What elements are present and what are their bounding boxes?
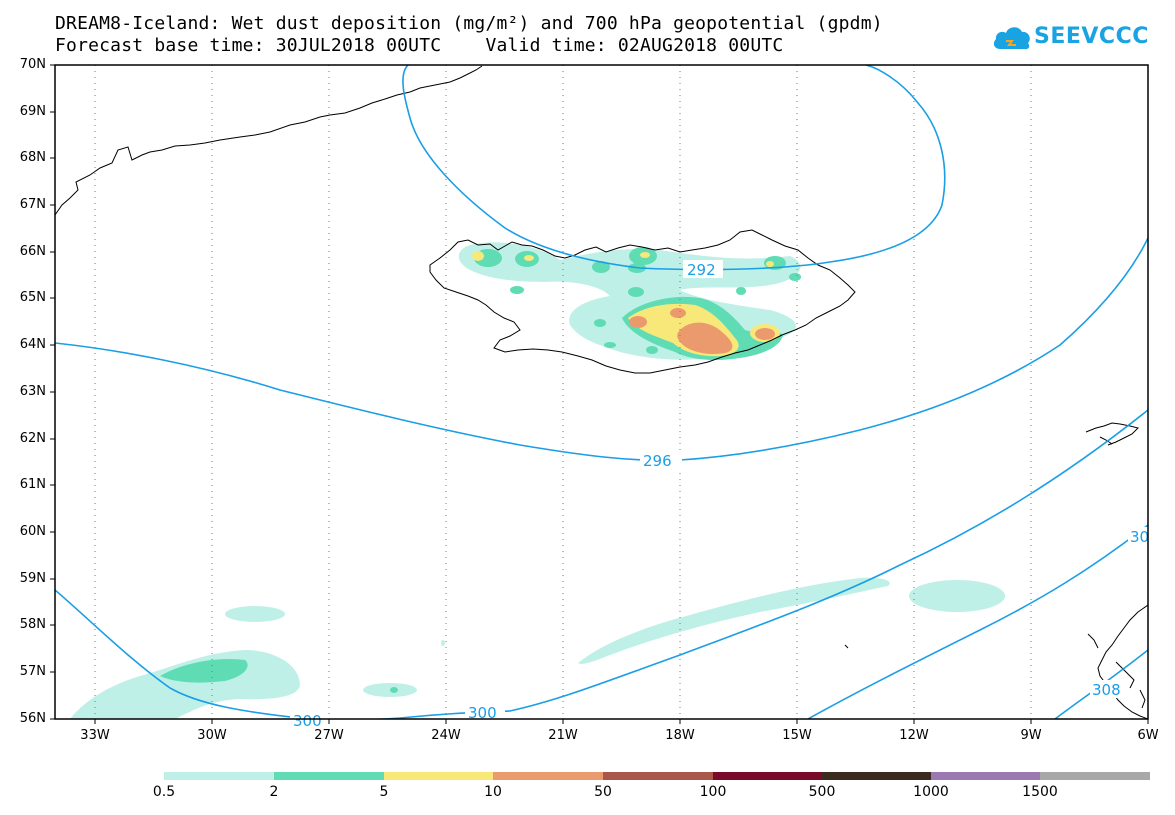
contour-label-292: 292 bbox=[687, 261, 716, 279]
lon-label: 9W bbox=[1020, 728, 1042, 743]
contour-label-300b: 300 bbox=[468, 704, 497, 722]
lon-label: 6W bbox=[1137, 728, 1159, 743]
lon-label: 12W bbox=[899, 728, 929, 743]
contour-labels: 292 296 300 300 30 308 bbox=[290, 260, 1149, 730]
lat-label: 68N bbox=[19, 150, 46, 165]
colorbar-label: 50 bbox=[594, 784, 612, 800]
logo-text: SEEVCCC bbox=[1034, 24, 1149, 49]
colorbar-segment bbox=[603, 772, 713, 780]
axis-ticks bbox=[50, 64, 1149, 724]
contour-label-296: 296 bbox=[643, 452, 672, 470]
lat-label: 66N bbox=[19, 244, 46, 259]
colorbar-label: 10 bbox=[484, 784, 502, 800]
contour-292 bbox=[402, 65, 946, 271]
lat-label: 64N bbox=[19, 337, 46, 352]
lat-label: 65N bbox=[19, 290, 46, 305]
lon-label: 24W bbox=[431, 728, 461, 743]
lat-label: 60N bbox=[19, 524, 46, 539]
contour-label-300a: 300 bbox=[293, 712, 322, 730]
lat-label: 57N bbox=[19, 664, 46, 679]
lat-label: 69N bbox=[19, 104, 46, 119]
seevccc-logo: SEEVCCC bbox=[992, 20, 1152, 56]
coastlines bbox=[55, 65, 1148, 719]
colorbar-label: 2 bbox=[269, 784, 279, 800]
map-title: DREAM8-Iceland: Wet dust deposition (mg/… bbox=[55, 13, 883, 34]
colorbar-label: 500 bbox=[808, 784, 836, 800]
map-frame bbox=[54, 64, 1149, 720]
lat-label: 63N bbox=[19, 384, 46, 399]
colorbar-segment bbox=[1040, 772, 1150, 780]
colorbar-label: 1500 bbox=[1022, 784, 1058, 800]
contour-304 bbox=[807, 524, 1148, 719]
colorbar-segment bbox=[822, 772, 931, 780]
lat-label: 67N bbox=[19, 197, 46, 212]
lon-label: 18W bbox=[665, 728, 695, 743]
lat-label: 58N bbox=[19, 617, 46, 632]
map-subtitle: Forecast base time: 30JUL2018 00UTC Vali… bbox=[55, 35, 784, 56]
colorbar-segment bbox=[931, 772, 1040, 780]
colorbar-segment bbox=[493, 772, 603, 780]
lat-label: 59N bbox=[19, 571, 46, 586]
lon-label: 33W bbox=[80, 728, 110, 743]
lon-label: 27W bbox=[314, 728, 344, 743]
colorbar-label: 5 bbox=[379, 784, 389, 800]
cloud-icon bbox=[993, 27, 1030, 50]
lat-label: 56N bbox=[19, 711, 46, 726]
colorbar-segment bbox=[274, 772, 384, 780]
contour-label-304: 30 bbox=[1130, 528, 1149, 546]
dust-deposition-field bbox=[70, 242, 1005, 719]
colorbar-label: 1000 bbox=[913, 784, 949, 800]
lon-label: 21W bbox=[548, 728, 578, 743]
geopotential-contours bbox=[55, 65, 1148, 719]
lat-label: 62N bbox=[19, 431, 46, 446]
contour-label-308: 308 bbox=[1092, 681, 1121, 699]
lon-label: 30W bbox=[197, 728, 227, 743]
lon-label: 15W bbox=[782, 728, 812, 743]
colorbar-segment bbox=[164, 772, 274, 780]
lat-label: 70N bbox=[19, 57, 46, 72]
contour-300 bbox=[55, 409, 1148, 719]
colorbar-segment bbox=[713, 772, 822, 780]
lat-label: 61N bbox=[19, 477, 46, 492]
colorbar-label: 0.5 bbox=[152, 784, 176, 800]
colorbar-segment bbox=[384, 772, 493, 780]
colorbar-label: 100 bbox=[699, 784, 727, 800]
grid-lines bbox=[94, 65, 1032, 719]
